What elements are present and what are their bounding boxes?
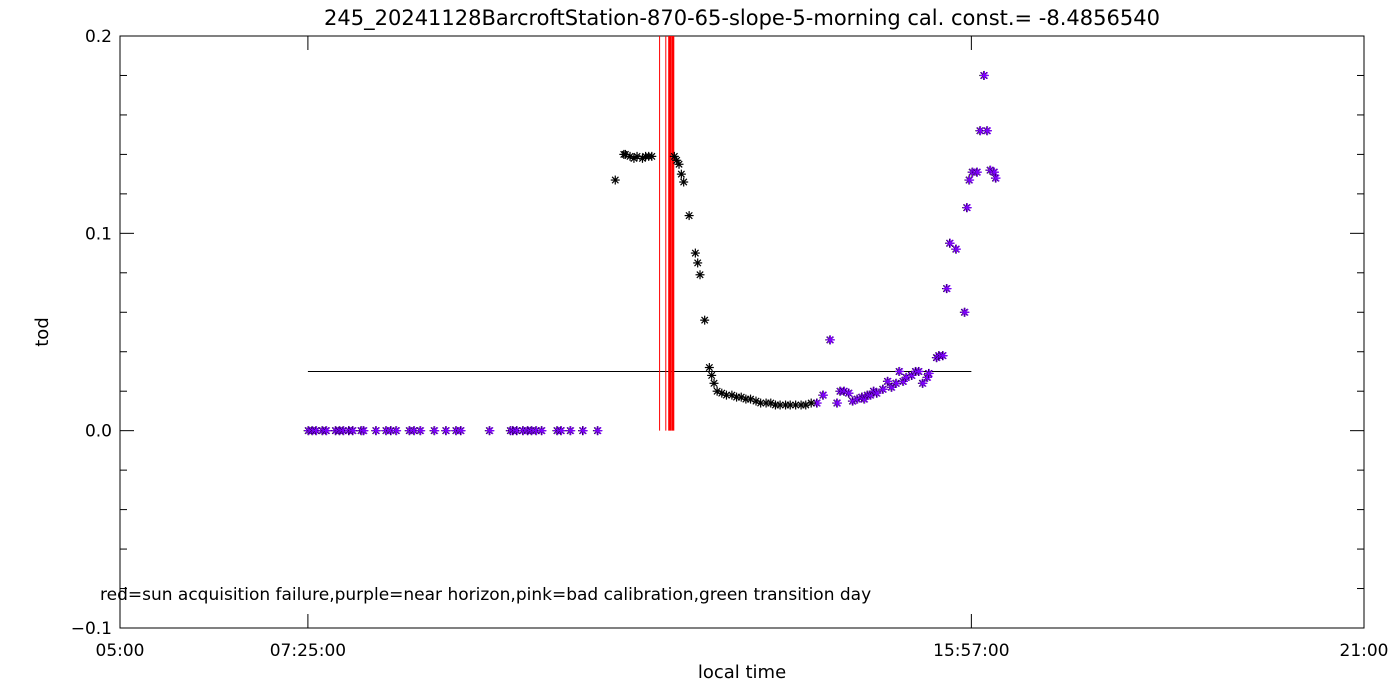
y-tick-label: 0.2 [85, 27, 112, 47]
x-tick-label: 07:25:00 [270, 641, 346, 661]
data-point [983, 126, 993, 136]
x-tick-label: 15:57:00 [933, 641, 1009, 661]
data-point [818, 390, 828, 400]
data-point [647, 151, 657, 161]
data-point [684, 211, 694, 221]
data-point [456, 426, 466, 436]
y-tick-label: −0.1 [71, 619, 112, 639]
data-point [556, 426, 566, 436]
y-ticks: −0.1 0.0 0.1 0.2 [71, 27, 1364, 639]
x-ticks: 05:00 07:25:00 15:57:00 21:00 [96, 36, 1389, 661]
data-point [709, 378, 719, 388]
data-point [951, 244, 961, 254]
data-point [672, 155, 682, 165]
reference-lines [307, 36, 972, 431]
data-point [537, 426, 547, 436]
data-point [430, 426, 440, 436]
x-axis-label: local time [698, 662, 786, 683]
legend-note: red=sun acquisition failure,purple=near … [100, 585, 871, 605]
data-point [972, 167, 982, 177]
data-point [806, 398, 816, 408]
data-point [674, 159, 684, 169]
y-axis-label: tod [32, 317, 53, 347]
data-point [359, 426, 369, 436]
data-point [960, 307, 970, 317]
data-point [610, 175, 620, 185]
y-tick-label: 0.0 [85, 422, 112, 442]
data-point [485, 426, 495, 436]
data-point [979, 70, 989, 80]
data-point [676, 169, 686, 179]
data-point [578, 426, 588, 436]
data-point [924, 368, 934, 378]
data-point [825, 335, 835, 345]
data-point [883, 376, 893, 386]
data-point [832, 398, 842, 408]
chart-title: 245_20241128BarcroftStation-870-65-slope… [324, 6, 1160, 31]
x-tick-label: 21:00 [1340, 641, 1389, 661]
data-point [844, 388, 854, 398]
data-point [918, 378, 928, 388]
data-point [693, 258, 703, 268]
x-tick-label: 05:00 [96, 641, 145, 661]
data-point [441, 426, 451, 436]
plot-frame [119, 35, 1365, 629]
data-point [991, 173, 1001, 183]
data-point [566, 426, 576, 436]
data-point [895, 366, 905, 376]
data-point [700, 315, 710, 325]
data-point [371, 426, 381, 436]
data-point [704, 363, 714, 373]
data-point [965, 175, 975, 185]
data-point [892, 378, 902, 388]
data-point [593, 426, 603, 436]
data-point [695, 270, 705, 280]
data-point [945, 238, 955, 248]
data-point [872, 388, 882, 398]
data-point [348, 426, 358, 436]
data-point [679, 177, 689, 187]
data-point [962, 203, 972, 213]
y-tick-label: 0.1 [85, 224, 112, 244]
data-point [914, 366, 924, 376]
data-point [938, 351, 948, 361]
data-point [942, 284, 952, 294]
data-point [416, 426, 426, 436]
data-point [721, 390, 731, 400]
data-point [878, 384, 888, 394]
data-points [303, 70, 1001, 436]
data-point [392, 426, 402, 436]
data-point [707, 370, 717, 380]
data-point [322, 426, 332, 436]
data-point [690, 248, 700, 258]
